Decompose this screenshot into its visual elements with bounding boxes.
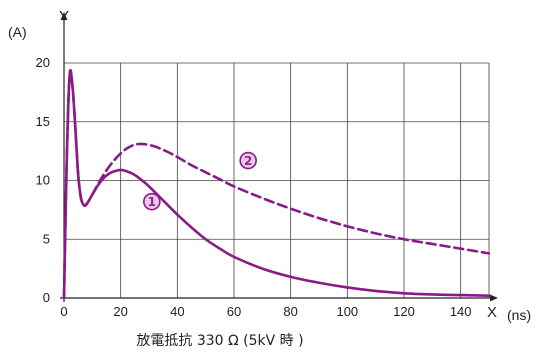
x-unit-label: (ns) — [507, 307, 531, 323]
x-tick-label: 0 — [60, 304, 67, 319]
series-line-1 — [62, 69, 491, 300]
x-tick-label: 120 — [393, 304, 415, 319]
x-axis-label: X — [487, 304, 497, 321]
y-tick-label: 20 — [36, 55, 50, 70]
grid — [64, 62, 490, 298]
x-tick-label: 80 — [283, 304, 297, 319]
x-tick-label: 100 — [336, 304, 358, 319]
annotation-circle — [143, 192, 161, 211]
x-tick-label: 40 — [170, 304, 184, 319]
y-axis-arrow — [60, 12, 68, 20]
annotation-label: 1 — [148, 195, 156, 209]
chart-caption: 放電抵抗 330 Ω (5kV 時 ) — [136, 333, 303, 349]
y-tick-label: 15 — [36, 114, 50, 129]
annotation-circle — [239, 151, 257, 170]
y-unit-label: (A) — [8, 24, 27, 40]
annotations: 12 — [143, 151, 257, 211]
y-tick-label: 0 — [43, 290, 50, 305]
y-axis-label: Y — [59, 8, 69, 25]
y-tick-label: 5 — [43, 231, 50, 246]
axes — [60, 12, 498, 302]
annotation-label: 2 — [244, 154, 252, 168]
y-tick-label: 10 — [36, 173, 50, 188]
x-tick-label: 60 — [227, 304, 241, 319]
x-axis-arrow — [490, 294, 498, 302]
x-tick-label: 20 — [113, 304, 127, 319]
tick-labels: 0 20 40 60 80 100 120 140 0 5 10 15 20 — [36, 55, 472, 319]
series — [62, 69, 491, 300]
series-line-2 — [62, 69, 491, 300]
x-tick-label: 140 — [450, 304, 472, 319]
